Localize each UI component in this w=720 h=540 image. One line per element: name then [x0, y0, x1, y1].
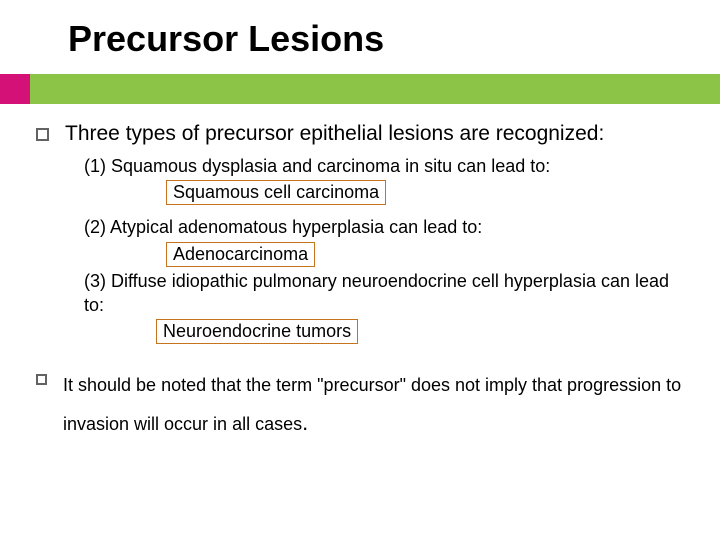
note-row: It should be noted that the term "precur…	[36, 368, 690, 444]
item-3-result-box: Neuroendocrine tumors	[156, 319, 358, 344]
note-body: It should be noted that the term "precur…	[63, 375, 681, 434]
bullet-intro-row: Three types of precursor epithelial lesi…	[36, 122, 690, 146]
item-2-result-box: Adenocarcinoma	[166, 242, 315, 267]
square-bullet-icon	[36, 374, 47, 385]
slide-title: Precursor Lesions	[0, 0, 720, 66]
item-1-lead: (1) Squamous dysplasia and carcinoma in …	[84, 154, 690, 178]
item-2-lead: (2) Atypical adenomatous hyperplasia can…	[84, 215, 690, 239]
note-period: .	[302, 410, 308, 435]
item-3-lead: (3) Diffuse idiopathic pulmonary neuroen…	[84, 269, 690, 318]
note-text: It should be noted that the term "precur…	[63, 368, 690, 444]
slide-content: Three types of precursor epithelial lesi…	[0, 104, 720, 444]
accent-bar	[0, 74, 720, 104]
item-1-result-box: Squamous cell carcinoma	[166, 180, 386, 205]
intro-text: Three types of precursor epithelial lesi…	[65, 122, 604, 146]
square-bullet-icon	[36, 128, 49, 141]
